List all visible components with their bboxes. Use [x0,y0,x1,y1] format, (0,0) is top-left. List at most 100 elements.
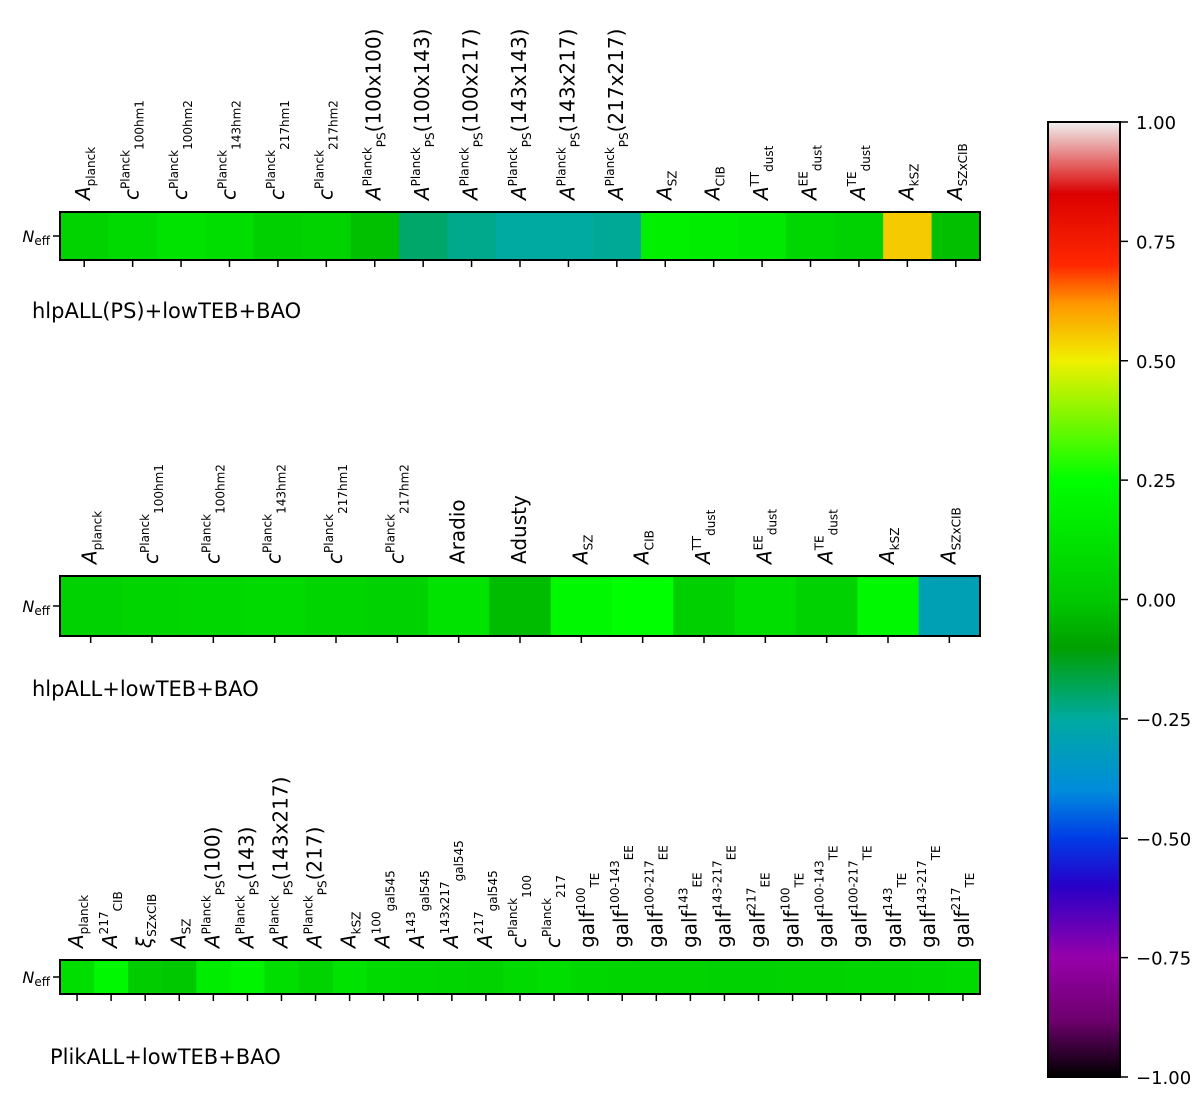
panel-2-row-label: Neff [22,597,50,618]
column-label: galf100-217TE [847,845,875,948]
colorbar-tick-label: −1.00 [1136,1068,1191,1089]
heatmap-cell [737,212,787,260]
heatmap-cell [734,576,797,636]
heatmap-cell [502,960,538,994]
colorbar: 1.00 0.75 0.50 0.25 0.00 −0.25 −0.50 −0.75 −1.00 [1047,113,1191,1089]
column-label: A143gal545 [404,870,432,950]
column-label: cPlanck100hm2 [167,100,195,200]
column-label: ASZ [652,170,679,202]
column-label: ACIB [701,166,728,202]
panel-1-cells [60,212,981,260]
column-label: APlanckPS(143x143) [506,29,534,202]
heatmap-cell [605,960,640,994]
column-label: galf100-143TE [813,845,841,948]
column-label: cPlanck100 [506,875,534,948]
column-label: cPlanck100hm1 [138,464,166,564]
heatmap-cell [775,960,811,994]
colorbar-tick-label: −0.75 [1136,949,1191,970]
column-label: AkSZ [894,164,921,202]
panel-2: Aplanck cPlanck100hm1 cPlanck100hm2 cPlanck… [22,464,981,701]
heatmap-cell [196,960,231,994]
colorbar-tick-label: 0.25 [1136,471,1176,492]
heatmap-cell [544,212,594,260]
heatmap-cell [398,212,448,260]
heatmap-cell [205,212,255,260]
column-label: cPlanck100hm1 [119,100,147,200]
heatmap-cell [786,212,836,260]
column-label: galf217TE [949,873,977,948]
column-label: APlanckPS(100x217) [458,29,486,202]
heatmap-cell [883,212,933,260]
panel-1-ticks [53,235,957,267]
heatmap-cell [550,576,613,636]
heatmap-cell [230,960,265,994]
column-label: APlanckPS(143x217) [554,29,582,202]
panel-3: AplanckA217CIBξSZxCIBASZAPlanckPS(100)AP… [22,777,981,1069]
column-label: cPlanck217hm2 [312,100,340,200]
column-label: APlanckPS(217x217) [603,29,631,202]
colorbar-tick-label: 0.50 [1136,352,1176,373]
column-label: galf100-217EE [642,845,670,948]
column-label: A143x217gal545 [438,840,466,950]
panel-1-row-label: Neff [22,227,50,248]
panel-3-row-label: Neff [22,968,50,989]
heatmap-cell [918,576,981,636]
heatmap-cell [366,960,402,994]
column-label: APlanckPS(143x217) [268,777,296,950]
heatmap-cell [162,960,197,994]
panel-3-title: PlikALL+lowTEB+BAO [50,1045,281,1069]
column-label: AEEdust [797,145,825,202]
heatmap-cell [707,960,742,994]
column-label: APlanckPS(143) [233,827,261,950]
column-label: ACIB [630,530,657,566]
column-label: cPlanck143hm2 [216,100,244,200]
heatmap-cell [592,212,642,260]
heatmap-cell [350,212,400,260]
colorbar-tick-label: −0.25 [1136,710,1191,731]
column-label: galf100-143EE [608,845,636,948]
panel-2-ticks [53,605,951,643]
column-label: cPlanck217hm1 [264,100,292,200]
heatmap-cell [400,960,436,994]
heatmap-cell [741,960,777,994]
heatmap-cell [60,960,95,994]
heatmap-cell [434,960,470,994]
column-label: galf217EE [745,872,773,948]
heatmap-cell [244,576,306,636]
heatmap-cell [489,576,552,636]
heatmap-cell [182,576,245,636]
heatmap-cell [931,212,981,260]
column-label: galf143-217EE [710,845,738,948]
column-label: Adusty [507,495,531,564]
heatmap-cell [843,960,879,994]
colorbar-gradient [1047,121,1121,1078]
panel-3-cells [60,960,981,994]
colorbar-tick-label: 0.75 [1136,232,1176,253]
heatmap-cell [121,576,184,636]
heatmap-cell [94,960,129,994]
column-label: A217gal545 [472,870,500,950]
column-label: ASZ [166,918,193,950]
panel-3-ticks [53,976,964,1001]
heatmap-cell [468,960,504,994]
column-label: Aradio [446,499,470,564]
column-label: APlanckPS(100) [199,827,227,950]
heatmap-cell [298,960,334,994]
heatmap-cell [108,212,158,260]
heatmap-cell [612,576,674,636]
heatmap-cell [834,212,884,260]
heatmap-cell [809,960,845,994]
heatmap-cell [253,212,303,260]
heatmap-cell [796,576,858,636]
column-label: cPlanck143hm2 [261,464,289,564]
panel-2-cells [60,576,981,636]
column-label: ATEdust [813,509,841,566]
heatmap-cell [332,960,368,994]
column-label: cPlanck100hm2 [199,464,227,564]
column-label: Aplanck [64,895,91,950]
heatmap-cell [689,212,739,260]
column-label: galf100TE [574,873,602,948]
heatmap-cell [571,960,606,994]
heatmap-cell [128,960,163,994]
heatmap-cell [60,212,109,260]
